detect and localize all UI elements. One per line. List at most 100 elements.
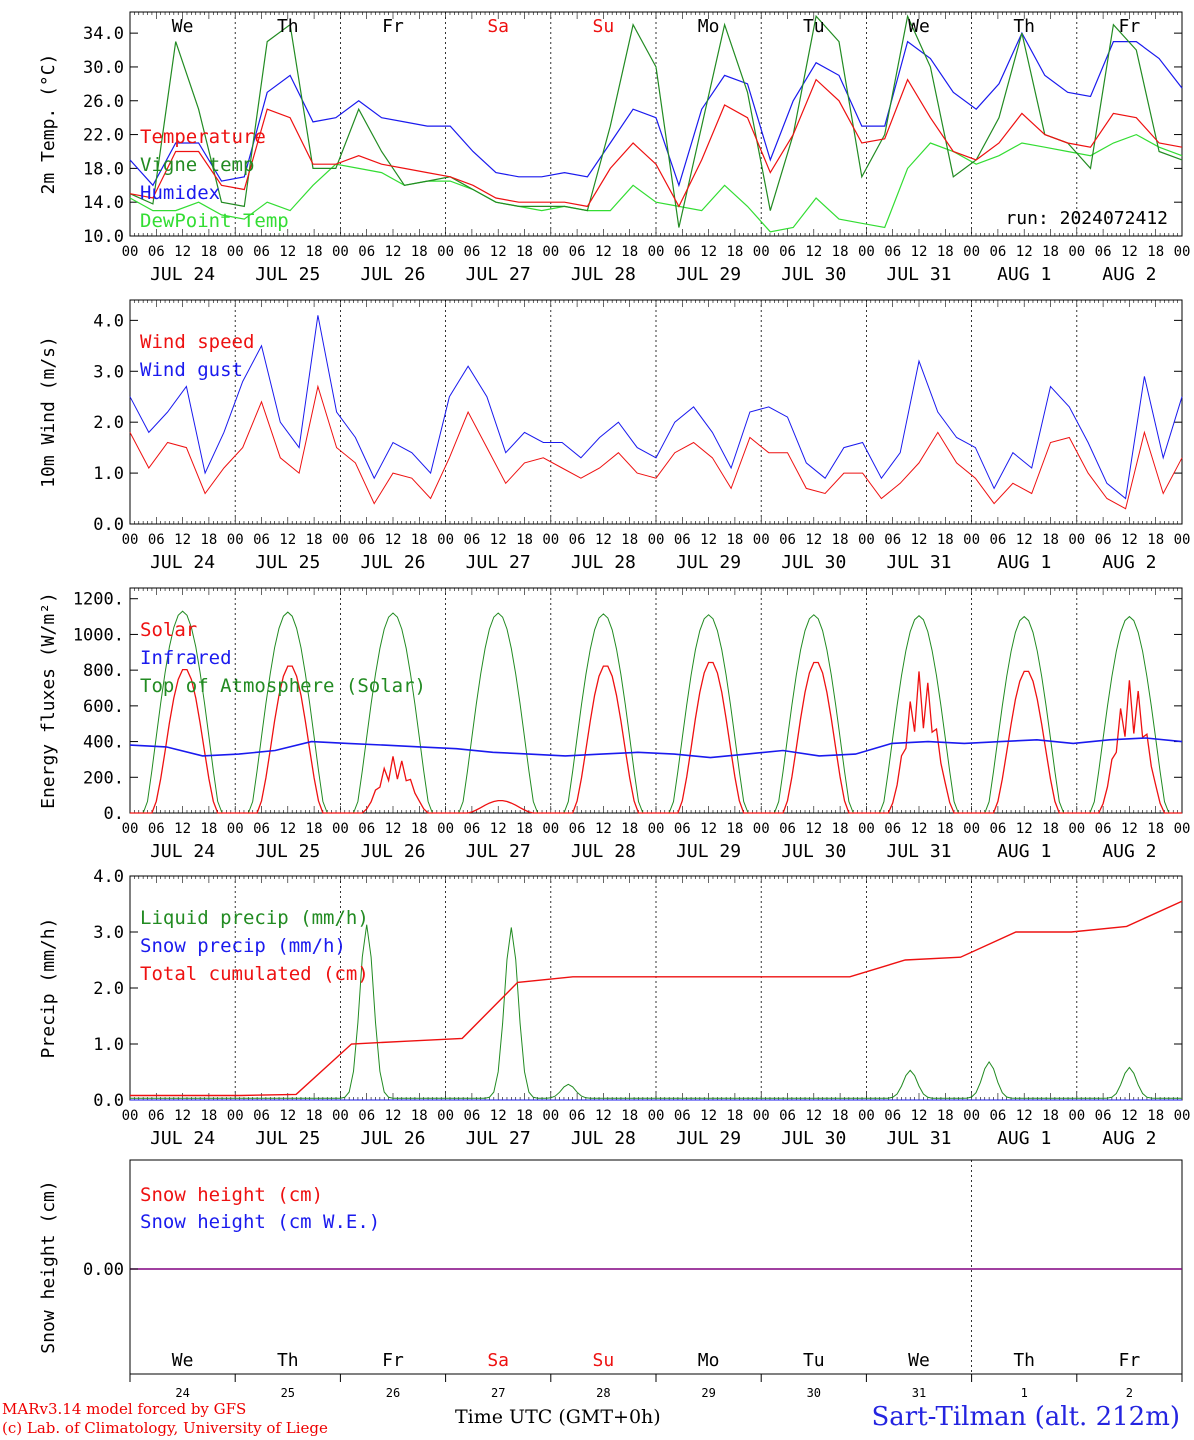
hour-tick-label: 12 [595, 532, 612, 548]
hour-tick-label: 12 [1121, 532, 1138, 548]
hour-tick-label: 12 [911, 821, 928, 837]
y-tick-label: 26.0 [83, 92, 124, 112]
hour-tick-label: 06 [674, 244, 691, 260]
hour-tick-label: 06 [989, 532, 1006, 548]
date-label: JUL 31 [886, 264, 951, 285]
date-label: JUL 31 [886, 1128, 951, 1149]
date-label: AUG 2 [1102, 264, 1156, 285]
hour-tick-label: 12 [279, 244, 296, 260]
legend-humidex: Humidex [140, 182, 220, 204]
hour-tick-label: 00 [437, 821, 454, 837]
hour-tick-label: 06 [253, 532, 270, 548]
y-tick-label: 2.0 [93, 979, 124, 999]
date-label: JUL 29 [676, 264, 741, 285]
date-label: JUL 28 [571, 841, 636, 862]
date-label: AUG 2 [1102, 841, 1156, 862]
hour-tick-label: 00 [122, 532, 139, 548]
hour-tick-label: 06 [569, 821, 586, 837]
hour-tick-label: 00 [648, 821, 665, 837]
model-credit-line1: MARv3.14 model forced by GFS [2, 1400, 247, 1418]
day-label-bottom: We [172, 1350, 194, 1371]
hour-tick-label: 18 [726, 532, 743, 548]
hour-tick-label: 12 [700, 244, 717, 260]
hour-tick-label: 18 [726, 821, 743, 837]
legend-temperature: Temperature [140, 126, 266, 148]
hour-tick-label: 00 [1068, 1108, 1085, 1124]
date-label: JUL 29 [676, 552, 741, 573]
legend-snow: Snow precip (mm/h) [140, 935, 346, 957]
legend-solar: Solar [140, 619, 197, 641]
y-tick-label: 0.0 [93, 515, 124, 535]
y-tick-label: 10.0 [83, 227, 124, 247]
hour-tick-label: 18 [306, 244, 323, 260]
hour-tick-label: 00 [1068, 532, 1085, 548]
date-label: JUL 25 [255, 552, 320, 573]
date-label: JUL 25 [255, 841, 320, 862]
hour-tick-label: 12 [1121, 821, 1138, 837]
hour-tick-label: 06 [358, 244, 375, 260]
series-dewpoint-temp [129, 133, 1183, 233]
y-tick-label: 30.0 [83, 58, 124, 78]
day-label-bottom: Sa [487, 1350, 509, 1371]
hour-tick-label: 12 [385, 1108, 402, 1124]
hour-tick-label: 06 [569, 244, 586, 260]
date-label: AUG 1 [997, 1128, 1051, 1149]
series-total-cumulated [130, 900, 1183, 1097]
hour-tick-label: 12 [805, 821, 822, 837]
hour-tick-label: 00 [963, 244, 980, 260]
hour-tick-label: 18 [621, 821, 638, 837]
date-label: JUL 30 [781, 841, 846, 862]
y-tick-label: 0.0 [93, 1091, 124, 1111]
hour-tick-label: 00 [227, 532, 244, 548]
hour-tick-label: 00 [648, 532, 665, 548]
date-label: JUL 27 [466, 264, 531, 285]
hour-tick-label: 00 [1174, 532, 1191, 548]
hour-tick-label: 00 [1174, 244, 1191, 260]
hour-tick-label: 12 [490, 532, 507, 548]
hour-tick-label: 06 [989, 244, 1006, 260]
hour-tick-label: 12 [385, 244, 402, 260]
day-label: We [172, 16, 194, 37]
hour-tick-label: 06 [674, 821, 691, 837]
date-label: JUL 29 [676, 841, 741, 862]
hour-tick-label: 12 [700, 821, 717, 837]
date-number: 2 [1126, 1386, 1133, 1400]
date-number: 26 [386, 1386, 400, 1400]
day-label: Sa [487, 16, 509, 37]
series-wind-gust [129, 315, 1183, 500]
hour-tick-label: 18 [411, 1108, 428, 1124]
hour-tick-label: 06 [253, 1108, 270, 1124]
hour-tick-label: 06 [148, 244, 165, 260]
hour-tick-label: 12 [174, 1108, 191, 1124]
hour-tick-label: 06 [569, 1108, 586, 1124]
model-credit-line2: (c) Lab. of Climatology, University of L… [2, 1419, 328, 1437]
hour-tick-label: 18 [516, 821, 533, 837]
legend-wind-gust: Wind gust [140, 359, 243, 381]
date-label: JUL 24 [150, 1128, 215, 1149]
date-number: 28 [596, 1386, 610, 1400]
hour-tick-label: 00 [122, 821, 139, 837]
hour-tick-label: 12 [595, 821, 612, 837]
hour-tick-label: 06 [148, 821, 165, 837]
hour-tick-label: 18 [937, 821, 954, 837]
legend-infrared: Infrared [140, 647, 232, 669]
hour-tick-label: 00 [122, 244, 139, 260]
hour-tick-label: 06 [779, 532, 796, 548]
date-label: AUG 1 [997, 264, 1051, 285]
hour-tick-label: 06 [989, 1108, 1006, 1124]
hour-tick-label: 00 [332, 244, 349, 260]
y-tick-label: 800. [83, 661, 124, 681]
hour-tick-label: 18 [411, 244, 428, 260]
series-wind-speed [129, 384, 1183, 510]
hour-tick-label: 00 [858, 1108, 875, 1124]
hour-tick-label: 18 [306, 532, 323, 548]
y-axis-label-0: 2m Temp. (°C) [38, 54, 59, 195]
run-annotation: run: 2024072412 [1005, 208, 1168, 229]
legend-liquid: Liquid precip (mm/h) [140, 907, 369, 929]
date-label: AUG 1 [997, 841, 1051, 862]
hour-tick-label: 06 [463, 244, 480, 260]
y-tick-label: 1.0 [93, 1035, 124, 1055]
hour-tick-label: 18 [832, 532, 849, 548]
date-label: JUL 26 [360, 1128, 425, 1149]
